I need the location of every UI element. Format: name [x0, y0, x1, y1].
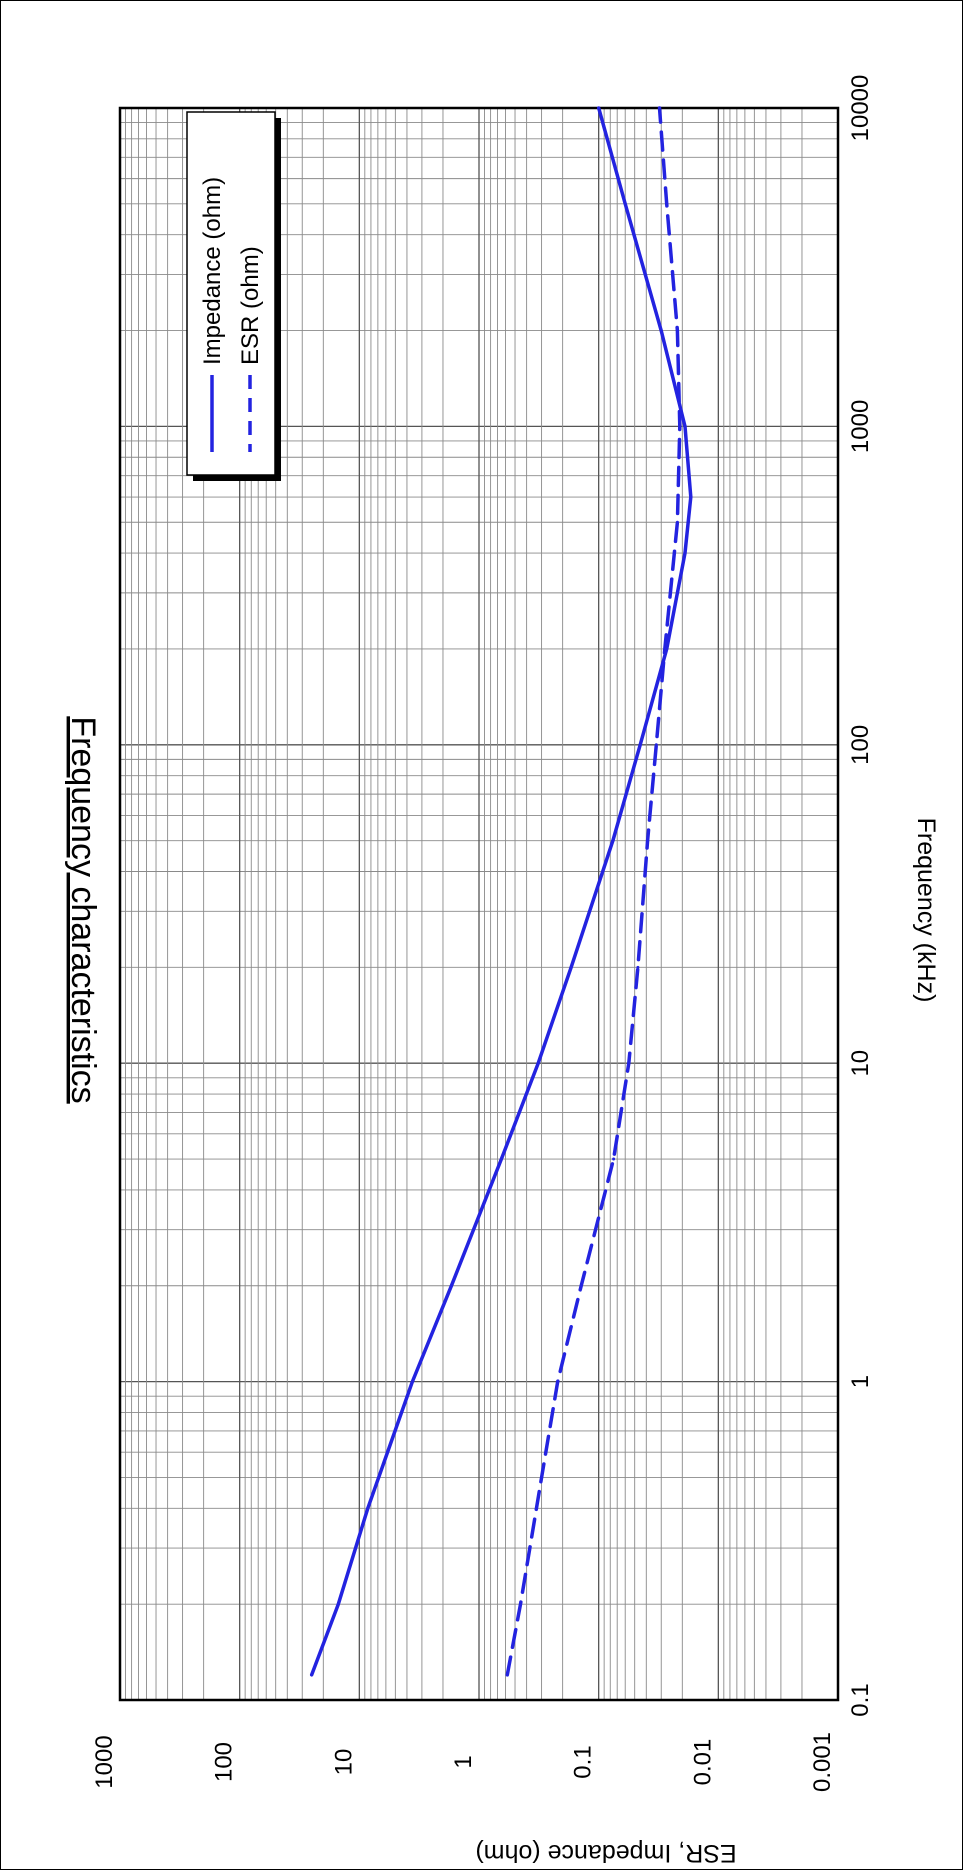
data-point: [654, 743, 658, 747]
data-point: [366, 1506, 370, 1510]
plot-area-border: [118, 106, 840, 1702]
data-point: [540, 1475, 544, 1479]
series-esr: [505, 106, 682, 1677]
chart-title: Frequency characteristics: [64, 716, 102, 1103]
legend-box: [186, 111, 276, 476]
data-point: [611, 839, 615, 843]
data-point: [636, 965, 640, 969]
frequency-tick-label: 10: [847, 1050, 874, 1077]
frequency-tick-label: 10000: [847, 75, 874, 142]
data-point: [499, 1157, 503, 1161]
data-point: [659, 329, 663, 333]
legend-label-esr: ESR (ohm): [237, 246, 264, 365]
data-point: [678, 424, 682, 428]
impedance-tick-label: 10: [330, 1749, 357, 1776]
data-point: [505, 1673, 509, 1677]
frequency-tick-label: 100: [847, 725, 874, 765]
y-axis-title: ESR, Impedance (ohm): [475, 1839, 736, 1867]
series-line: [505, 106, 682, 1677]
data-point: [310, 1673, 314, 1677]
tick-labels: 0.1 1 10 100 1000 10000 0.001 0.01 0.1 1 10 100 1000: [91, 75, 874, 1792]
impedance-tick-label: 100: [211, 1742, 238, 1782]
series-layer: [309, 106, 693, 1677]
data-point: [536, 1061, 540, 1065]
data-point: [638, 743, 642, 747]
data-point: [410, 1380, 414, 1384]
data-point: [623, 202, 627, 206]
data-point: [683, 551, 687, 555]
data-point: [612, 1157, 616, 1161]
impedance-tick-label: 1: [450, 1755, 477, 1768]
frequency-tick-label: 0.1: [847, 1683, 874, 1716]
data-point: [658, 106, 661, 110]
data-point: [675, 329, 679, 333]
legend-label-impedance: Impedance (ohm): [199, 177, 226, 365]
frequency-tick-label: 1000: [847, 400, 874, 453]
data-point: [569, 965, 573, 969]
data-point: [449, 1284, 453, 1288]
series-impedance: [309, 106, 693, 1677]
data-point: [665, 202, 669, 206]
data-point: [579, 1284, 583, 1288]
data-point: [597, 106, 601, 110]
frequency-tick-label: 1: [847, 1375, 874, 1388]
data-point: [519, 1602, 522, 1606]
impedance-tick-label: 0.01: [689, 1739, 716, 1786]
impedance-tick-label: 0.1: [570, 1745, 597, 1778]
x-axis-title: Frequency (kHz): [912, 818, 940, 1003]
legend: Impedance (ohm) ESR (ohm): [186, 111, 281, 481]
impedance-tick-label: 1000: [91, 1735, 118, 1788]
data-point: [689, 495, 693, 499]
data-point: [683, 424, 687, 428]
data-point: [627, 1061, 631, 1065]
data-point: [336, 1602, 340, 1606]
data-point: [646, 839, 650, 843]
data-point: [675, 520, 679, 524]
data-point: [663, 647, 667, 651]
series-line: [309, 106, 693, 1677]
data-point: [556, 1380, 560, 1384]
impedance-tick-label: 0.001: [809, 1732, 836, 1792]
